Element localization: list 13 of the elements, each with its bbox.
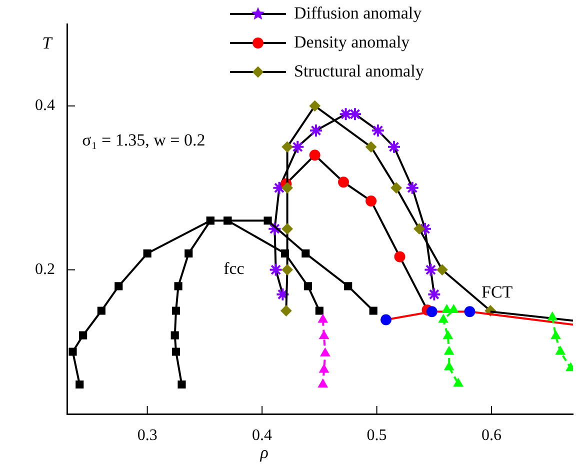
x-tick-label: 0.3	[137, 426, 158, 444]
y-axis-title: T	[42, 33, 54, 52]
annotation: fcc	[224, 259, 245, 278]
annotation: FCT	[482, 282, 514, 302]
y-tick-label: 0.2	[35, 261, 55, 278]
x-tick-label: 0.4	[252, 426, 272, 444]
annotation: σ₁ = 1.35, w = 0.2	[82, 130, 206, 150]
x-tick-label: 0.6	[482, 426, 502, 444]
x-tick-label: 0.5	[366, 426, 387, 444]
x-axis-title: ρ	[259, 442, 268, 462]
legend-label: Structural anomaly	[294, 61, 424, 80]
legend-label: Density anomaly	[294, 32, 410, 52]
legend-label: Diffusion anomaly	[294, 3, 422, 22]
